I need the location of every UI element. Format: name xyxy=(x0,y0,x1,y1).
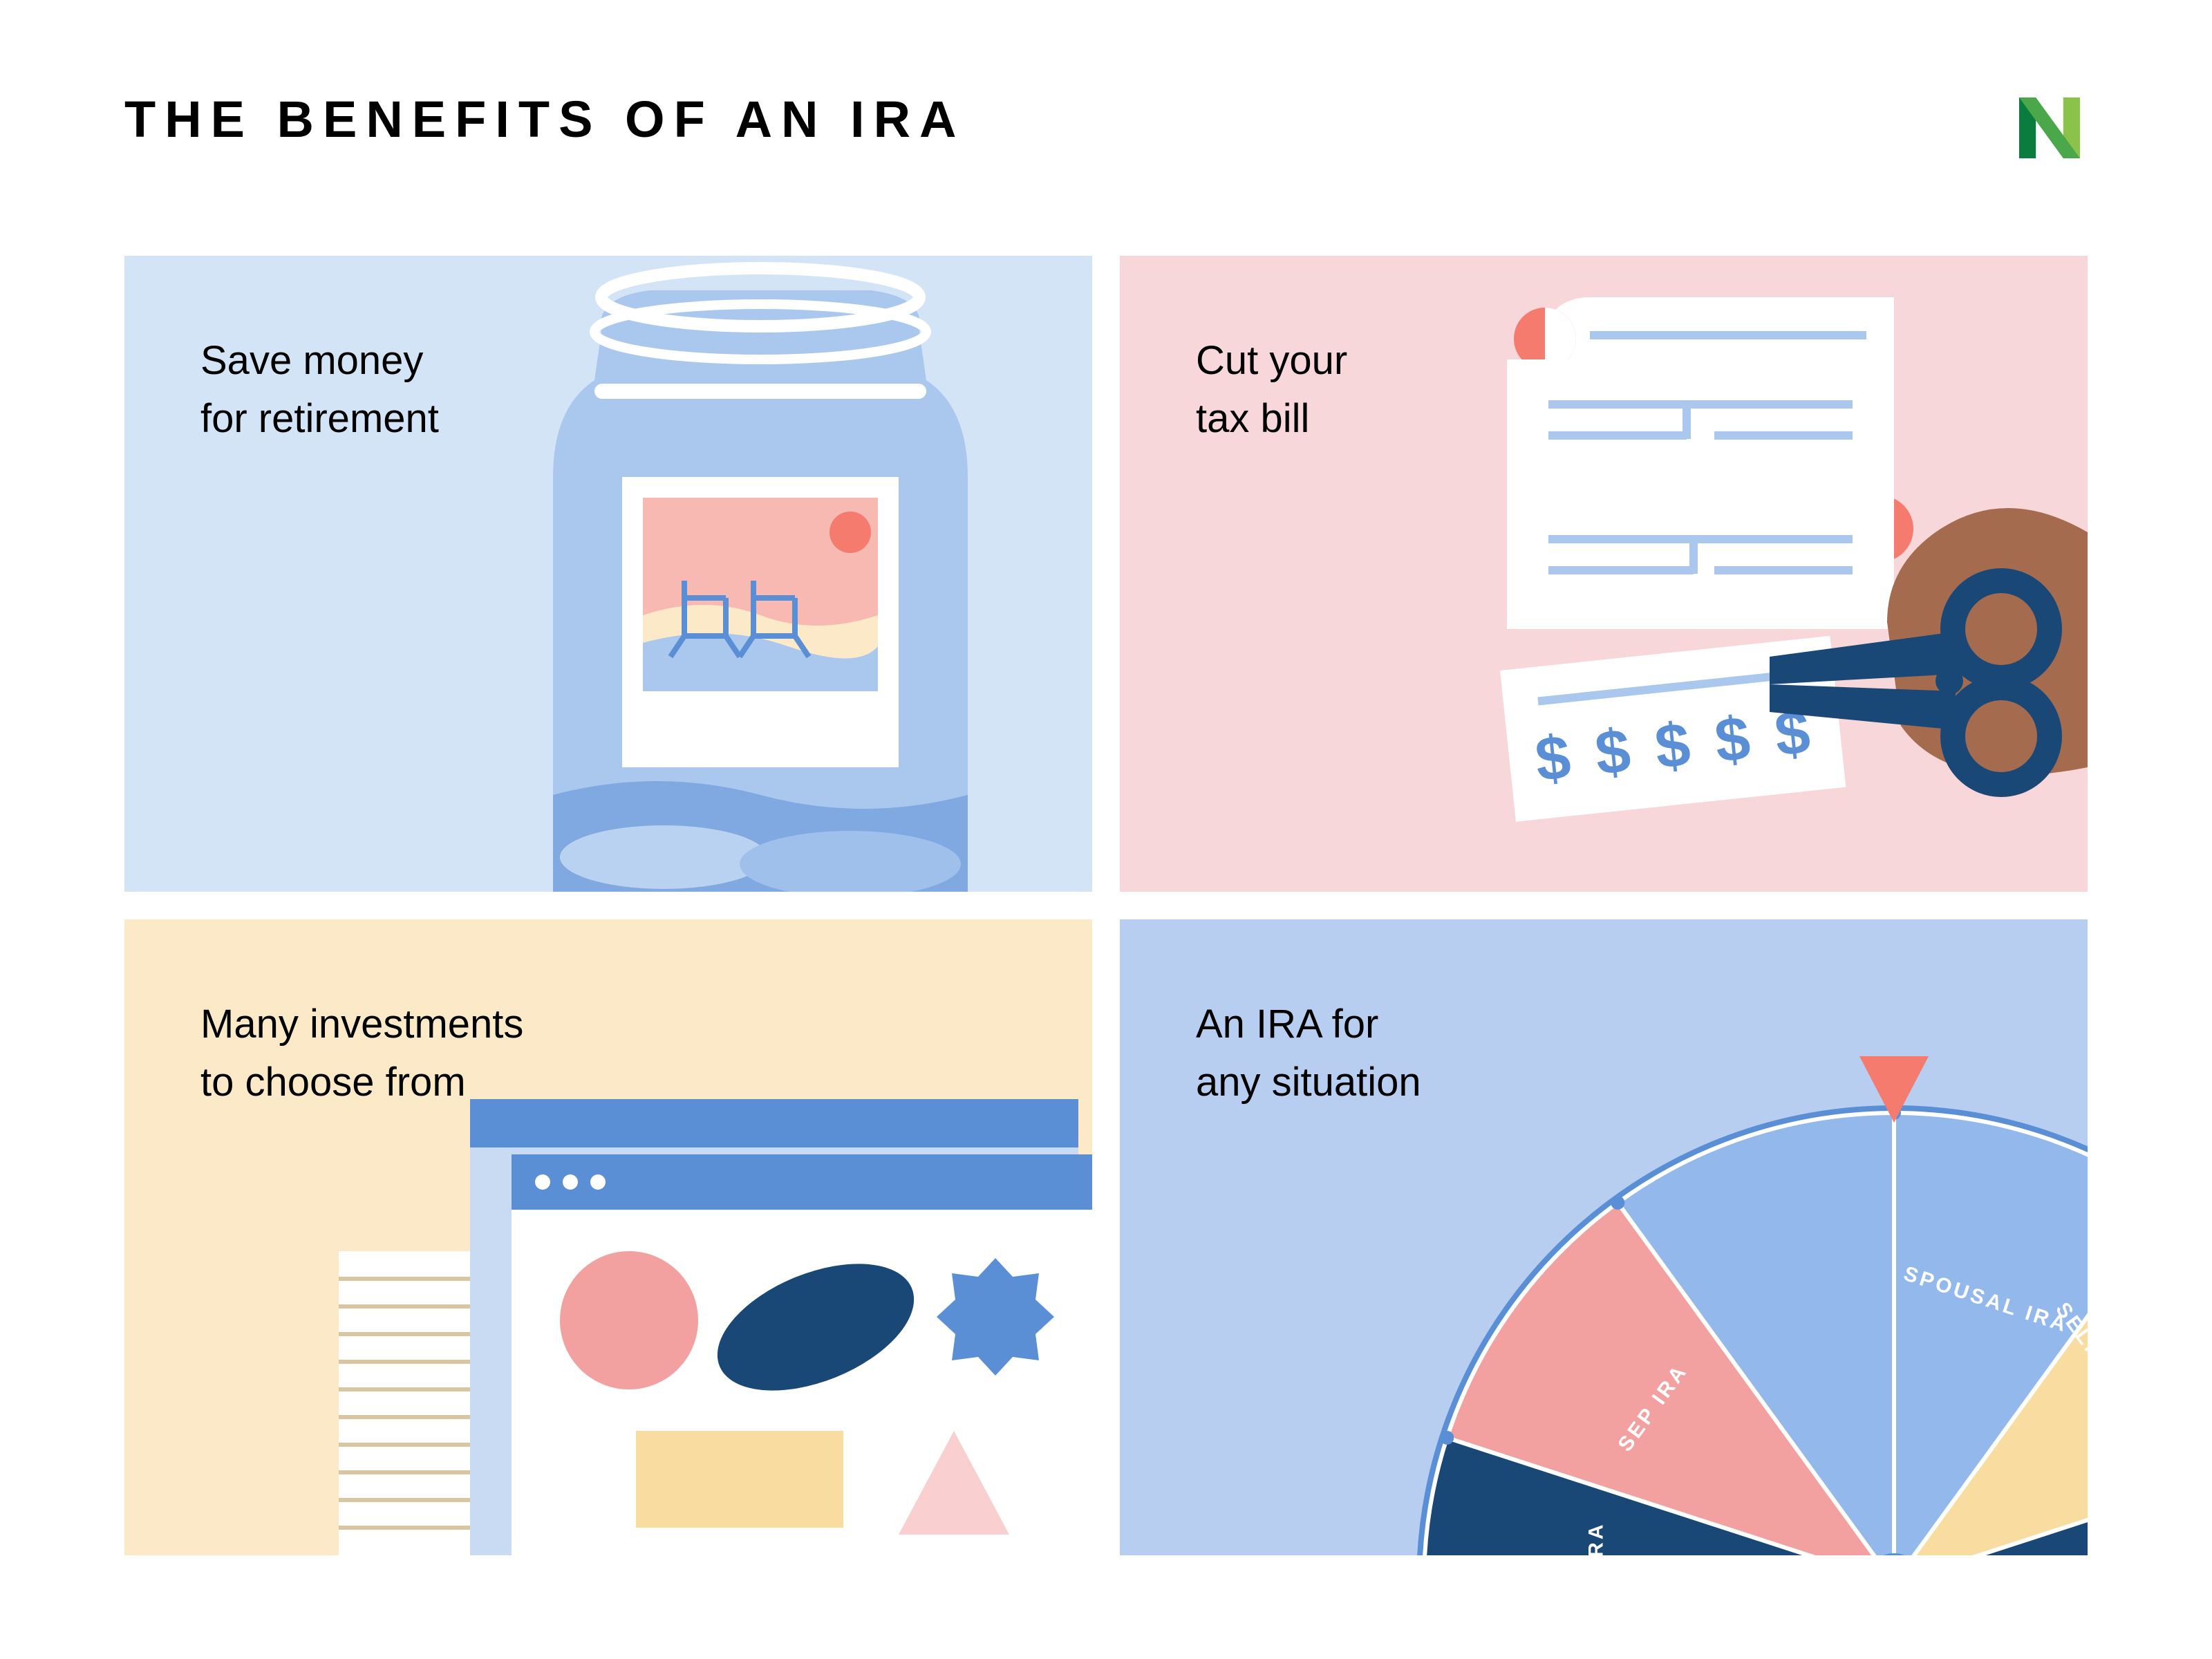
page-title: THE BENEFITS OF AN IRA xyxy=(124,90,966,149)
panel-tax-text: Cut your tax bill xyxy=(1196,332,1347,448)
text-line: to choose from xyxy=(200,1060,466,1105)
panel-cut-tax: Cut your tax bill xyxy=(1120,256,2088,892)
panel-invest-text: Many investments to choose from xyxy=(200,995,523,1112)
text-line: Cut your xyxy=(1196,338,1347,383)
text-line: An IRA for xyxy=(1196,1002,1378,1047)
panel-save-retirement: Save money for retirement xyxy=(124,256,1092,892)
text-line: tax bill xyxy=(1196,396,1309,441)
svg-text:ROTH IRA: ROTH IRA xyxy=(1584,1522,1607,1556)
panel-any-situation: An IRA for any situation SPOUSAL IRASELF… xyxy=(1120,919,2088,1555)
brand-logo-icon xyxy=(2012,90,2088,166)
panel-save-text: Save money for retirement xyxy=(200,332,439,448)
panel-any-text: An IRA for any situation xyxy=(1196,995,1421,1112)
text-line: any situation xyxy=(1196,1060,1421,1105)
text-line: for retirement xyxy=(200,396,439,441)
text-line: Many investments xyxy=(200,1002,523,1047)
text-line: Save money xyxy=(200,338,423,383)
panel-investments: Many investments to choose from xyxy=(124,919,1092,1555)
